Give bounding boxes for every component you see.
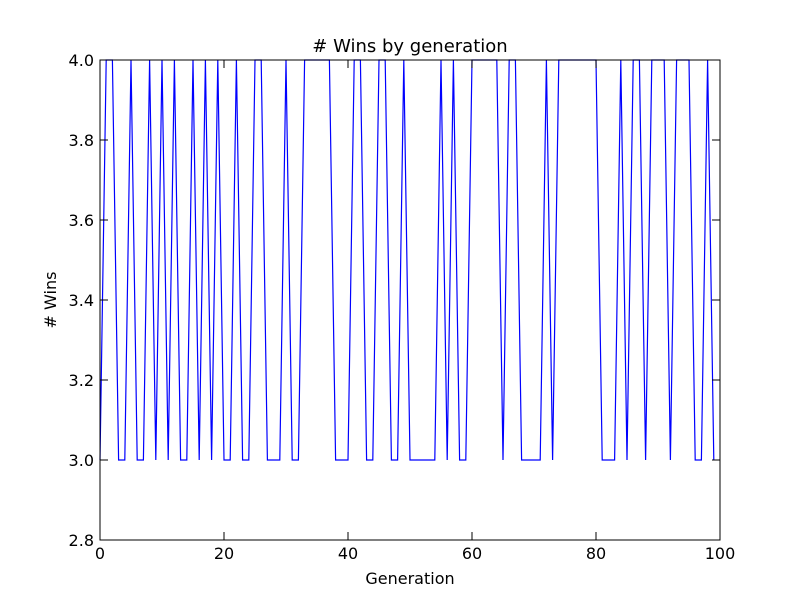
x-tick-label: 20 <box>214 544 234 563</box>
y-axis-label: # Wins <box>41 272 60 329</box>
y-tick-label: 3.4 <box>69 291 94 310</box>
x-tick-label: 0 <box>95 544 105 563</box>
plot-area <box>99 59 715 461</box>
y-tick-label: 3.6 <box>69 211 94 230</box>
x-tick-label: 100 <box>705 544 736 563</box>
x-axis-label: Generation <box>365 569 454 588</box>
chart-title: # Wins by generation <box>312 36 507 57</box>
x-tick-label: 60 <box>462 544 482 563</box>
y-tick-label: 3.0 <box>69 451 94 470</box>
axis-ticks: 0 20 40 60 80 100 2.8 3.0 3.2 3.4 3.6 3.8 4.0 <box>69 51 736 563</box>
y-tick-label: 2.8 <box>69 531 94 550</box>
series-line-0 <box>99 59 715 461</box>
y-tick-label: 4.0 <box>69 51 94 70</box>
x-tick-label: 40 <box>338 544 358 563</box>
x-tick-label: 80 <box>586 544 606 563</box>
y-tick-label: 3.8 <box>69 131 94 150</box>
y-tick-label: 3.2 <box>69 371 94 390</box>
